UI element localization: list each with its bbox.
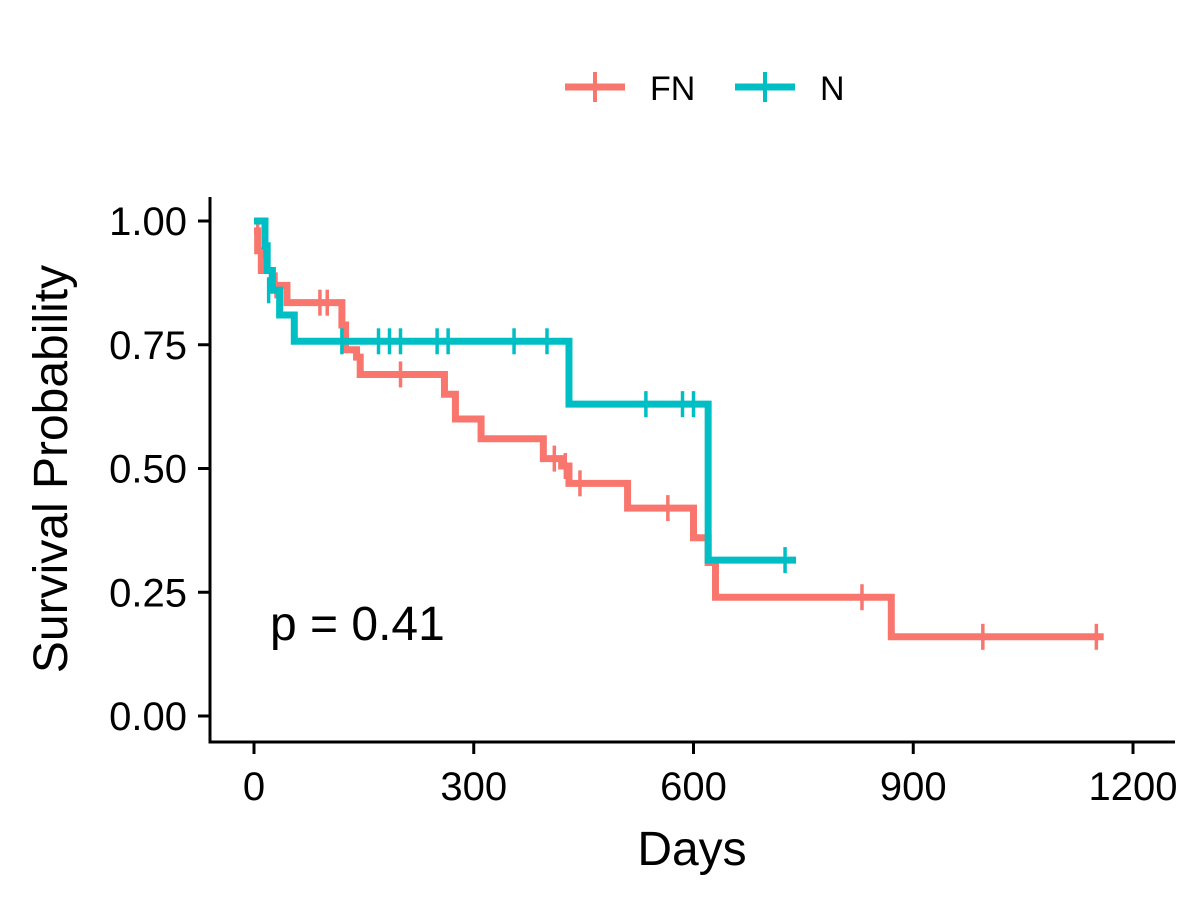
legend-label-n: N bbox=[820, 70, 845, 108]
x-tick-label: 900 bbox=[880, 765, 947, 809]
y-tick-label: 0.75 bbox=[109, 324, 187, 368]
series-layer bbox=[254, 217, 1104, 650]
x-tick-label: 300 bbox=[440, 765, 507, 809]
y-ticks: 0.00 0.25 0.50 0.75 1.00 bbox=[109, 200, 210, 739]
x-axis-title: Days bbox=[637, 823, 746, 876]
x-tick-label: 1200 bbox=[1089, 765, 1178, 809]
legend-entry-fn: FN bbox=[565, 70, 695, 108]
legend-entry-n: N bbox=[735, 70, 845, 108]
y-tick-label: 0.25 bbox=[109, 571, 187, 615]
p-value-annotation: p = 0.41 bbox=[270, 598, 445, 651]
y-axis-title: Survival Probability bbox=[25, 265, 78, 673]
survival-curve-fn bbox=[254, 227, 1104, 641]
survival-curve-n bbox=[254, 217, 797, 564]
y-tick-label: 0.50 bbox=[109, 448, 187, 492]
x-tick-label: 0 bbox=[243, 765, 265, 809]
y-tick-label: 1.00 bbox=[109, 200, 187, 244]
x-tick-label: 600 bbox=[660, 765, 727, 809]
legend: FN N bbox=[565, 70, 845, 108]
y-tick-label: 0.00 bbox=[109, 695, 187, 739]
x-ticks: 0 300 600 900 1200 bbox=[243, 742, 1178, 809]
legend-label-fn: FN bbox=[650, 70, 695, 108]
